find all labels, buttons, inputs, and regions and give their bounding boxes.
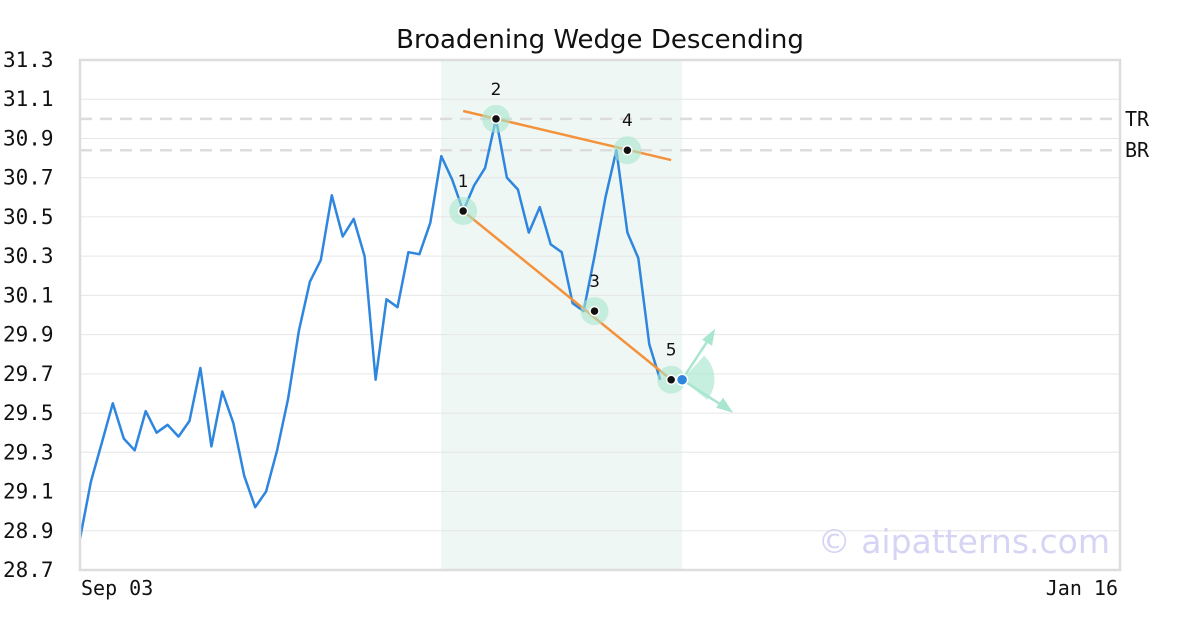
chart-title: Broadening Wedge Descending <box>396 25 804 55</box>
breakout-dot <box>675 373 689 386</box>
breakout-arrow-down-head <box>716 397 734 413</box>
y-tick-label: 29.7 <box>3 362 54 386</box>
reference-lines: TR BR <box>80 107 1150 162</box>
breakout-arrows <box>681 328 734 413</box>
price-line <box>78 117 662 539</box>
pivot-dot <box>457 205 469 217</box>
lower-trend-line <box>462 210 672 381</box>
breakout-arrow-down <box>681 378 725 408</box>
pivot-label: 5 <box>666 341 677 361</box>
breakout-arrow-up <box>681 338 711 381</box>
watermark: © aipatterns.com <box>818 522 1110 561</box>
breakout-arrow-up-head <box>702 328 716 346</box>
pivot-points: 1 2 3 4 5 <box>449 80 689 394</box>
y-tick-label: 30.1 <box>3 283 54 307</box>
y-tick-label: 29.1 <box>3 480 54 504</box>
y-tick-label: 28.9 <box>3 519 54 543</box>
x-tick-label: Sep 03 <box>81 576 153 600</box>
pivot-dot <box>490 113 502 125</box>
plot-frame <box>78 58 1122 572</box>
gridlines <box>80 59 1120 571</box>
price-series <box>78 117 662 539</box>
pivot-dot <box>589 305 600 317</box>
pivot-label: 4 <box>622 111 633 131</box>
pivot-label: 2 <box>491 80 502 100</box>
y-tick-label: 28.7 <box>3 558 54 582</box>
y-tick-label: 31.1 <box>3 87 54 111</box>
y-tick-label: 30.9 <box>3 126 54 150</box>
x-tick-label: Jan 16 <box>1046 576 1118 600</box>
pivot-label: 3 <box>589 272 600 292</box>
pattern-highlight-band <box>441 60 683 570</box>
pivot-label: 1 <box>458 172 469 192</box>
y-axis-ticks: 28.7 28.9 29.1 29.3 29.5 29.7 29.9 30.1 30.3 30.5… <box>3 48 54 582</box>
pivot-dot <box>622 144 633 156</box>
y-tick-label: 29.5 <box>3 401 54 425</box>
x-axis-ticks: Sep 03 Jan 16 <box>81 576 1118 600</box>
reference-label: TR <box>1125 107 1150 131</box>
y-tick-label: 29.9 <box>3 323 54 347</box>
y-tick-label: 30.7 <box>3 166 54 190</box>
reference-label: BR <box>1125 138 1150 162</box>
y-tick-label: 29.3 <box>3 440 54 464</box>
y-tick-label: 31.3 <box>3 48 54 72</box>
y-tick-label: 30.5 <box>3 205 54 229</box>
y-tick-label: 30.3 <box>3 244 54 268</box>
pivot-dot <box>665 374 677 385</box>
breakout-fan <box>682 355 715 400</box>
